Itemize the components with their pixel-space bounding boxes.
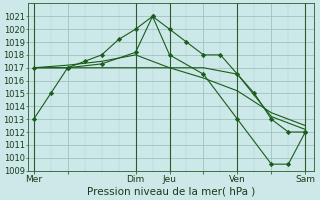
X-axis label: Pression niveau de la mer( hPa ): Pression niveau de la mer( hPa ) — [87, 187, 255, 197]
